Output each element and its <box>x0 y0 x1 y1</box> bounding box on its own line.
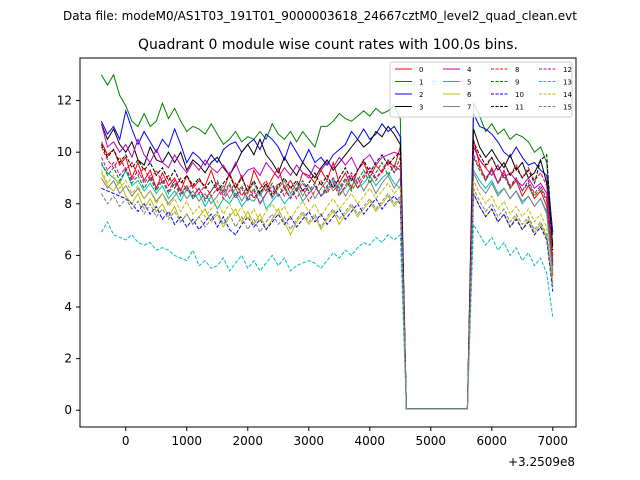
legend-box <box>389 61 573 118</box>
legend-label-9: 9 <box>515 79 519 87</box>
series-line-9 <box>100 157 554 410</box>
series-line-7 <box>100 172 554 410</box>
x-tick-label: 4000 <box>355 434 386 448</box>
series-line-2 <box>100 109 554 410</box>
x-tick-label: 5000 <box>416 434 447 448</box>
chart-title: Quadrant 0 module wise count rates with … <box>138 37 518 53</box>
series-line-12 <box>100 154 554 410</box>
series-line-1 <box>100 73 554 410</box>
y-tick-label: 8 <box>64 197 72 211</box>
legend-label-15: 15 <box>563 104 572 112</box>
legend-label-12: 12 <box>563 66 572 74</box>
x-tick-label: 6000 <box>477 434 508 448</box>
legend-label-0: 0 <box>419 66 423 74</box>
legend-label-8: 8 <box>515 66 519 74</box>
series-layer <box>100 73 554 410</box>
legend-label-2: 2 <box>419 91 423 99</box>
y-tick-label: 4 <box>64 300 72 314</box>
y-tick-label: 2 <box>64 352 72 366</box>
legend-label-6: 6 <box>467 91 472 99</box>
y-tick-label: 6 <box>64 248 72 262</box>
series-line-10 <box>101 187 554 410</box>
series-line-14 <box>100 169 554 410</box>
series-line-6 <box>100 172 554 410</box>
x-tick-label: 7000 <box>538 434 569 448</box>
y-tick-label: 10 <box>57 145 72 159</box>
series-line-5 <box>101 164 554 410</box>
legend-label-14: 14 <box>563 91 572 99</box>
x-tick-label: 1000 <box>171 434 202 448</box>
legend-label-5: 5 <box>467 79 471 87</box>
legend-label-7: 7 <box>467 104 471 112</box>
y-tick-label: 0 <box>64 403 72 417</box>
series-group <box>100 73 554 410</box>
plot-frame <box>79 57 577 428</box>
x-offset-label: +3.2509e8 <box>508 455 575 469</box>
x-tick-label: 2000 <box>233 434 264 448</box>
x-tick-label: 3000 <box>294 434 325 448</box>
series-line-15 <box>100 188 554 410</box>
series-line-8 <box>100 144 554 410</box>
legend-label-1: 1 <box>419 79 423 87</box>
series-line-11 <box>100 141 554 410</box>
legend-label-10: 10 <box>515 91 524 99</box>
legend-label-13: 13 <box>563 79 572 87</box>
x-tick-label: 0 <box>122 434 130 448</box>
legend-label-11: 11 <box>515 104 524 112</box>
y-tick-label: 12 <box>57 94 72 108</box>
data-file-label: Data file: modeM0/AS1T03_191T01_90000036… <box>63 9 577 23</box>
series-line-13 <box>100 220 554 410</box>
legend-label-3: 3 <box>419 104 423 112</box>
legend-label-4: 4 <box>467 66 472 74</box>
